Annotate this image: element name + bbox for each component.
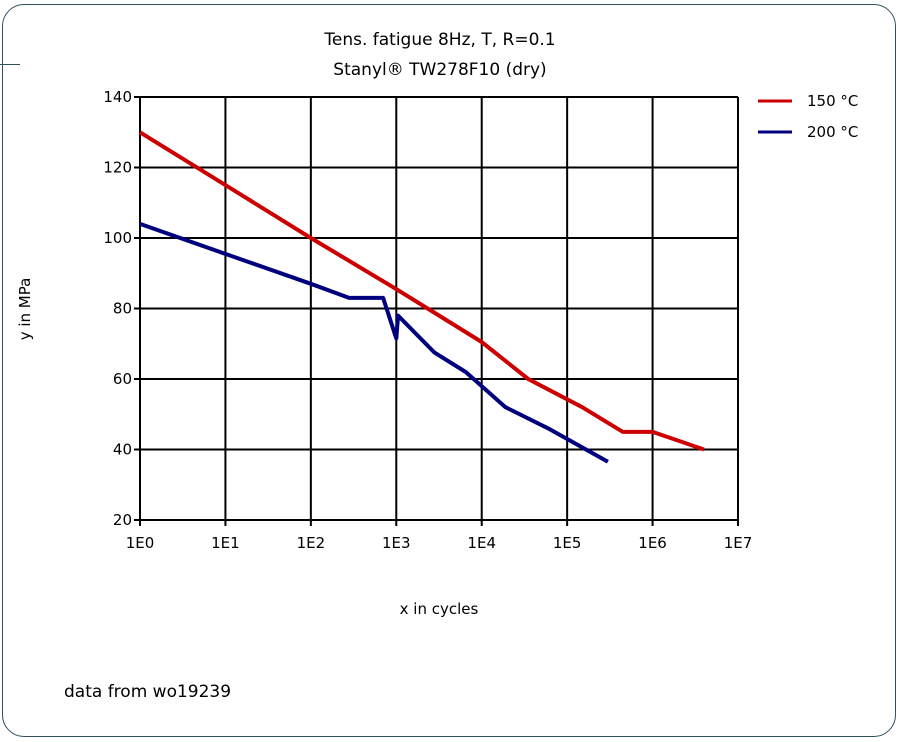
y-tick-label: 20	[113, 511, 132, 529]
x-tick-label: 1E7	[724, 534, 753, 552]
series	[138, 130, 705, 464]
x-tick-label: 1E5	[553, 534, 582, 552]
y-axis-label: y in MPa	[16, 278, 34, 341]
x-tick-label: 1E4	[467, 534, 496, 552]
chart-frame	[2, 4, 896, 737]
y-tick-label: 40	[113, 441, 132, 459]
y-tick-label: 60	[113, 370, 132, 388]
y-tick-labels: 20 40 60 80 100 120 140	[103, 88, 132, 529]
x-tick-label: 1E1	[211, 534, 240, 552]
x-tick-label: 1E3	[382, 534, 411, 552]
x-tick-label: 1E6	[638, 534, 667, 552]
y-tick-label: 140	[103, 88, 132, 106]
legend-label-0: 150 °C	[807, 92, 858, 110]
y-tick-label: 120	[103, 159, 132, 177]
grid	[134, 96, 739, 526]
series-line-1	[139, 222, 609, 464]
x-tick-label: 1E0	[126, 534, 155, 552]
y-tick-label: 100	[103, 229, 132, 247]
frame-corner-line	[0, 64, 20, 65]
legend-label-1: 200 °C	[807, 123, 858, 141]
x-axis-label: x in cycles	[400, 600, 479, 618]
x-tick-label: 1E2	[297, 534, 326, 552]
series-line-0	[138, 130, 705, 452]
chart-title: Tens. fatigue 8Hz, T, R=0.1	[323, 30, 555, 50]
legend: 150 °C 200 °C	[758, 92, 858, 141]
y-tick-label: 80	[113, 300, 132, 318]
chart-subtitle: Stanyl® TW278F10 (dry)	[333, 60, 546, 80]
x-tick-labels: 1E0 1E1 1E2 1E3 1E4 1E5 1E6 1E7	[126, 534, 753, 552]
source-note: data from wo19239	[64, 682, 232, 702]
